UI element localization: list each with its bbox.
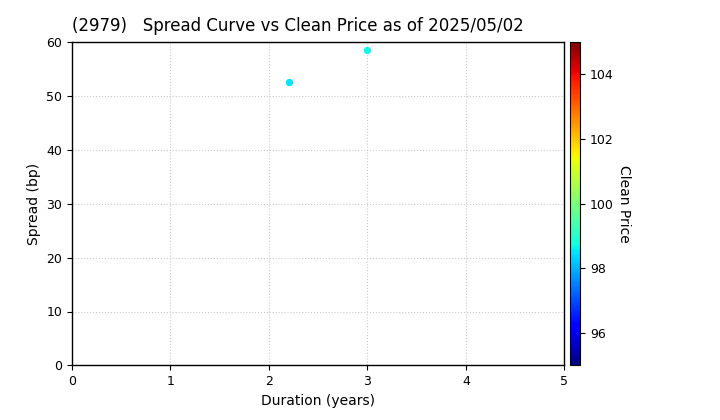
Point (361, 47, 373, 53)
X-axis label: Duration (years): Duration (years) (261, 394, 375, 408)
Y-axis label: Spread (bp): Spread (bp) (27, 163, 41, 245)
Text: (2979)   Spread Curve vs Clean Price as of 2025/05/02: (2979) Spread Curve vs Clean Price as of… (72, 17, 523, 35)
Point (283, 79, 294, 86)
Y-axis label: Clean Price: Clean Price (617, 165, 631, 243)
